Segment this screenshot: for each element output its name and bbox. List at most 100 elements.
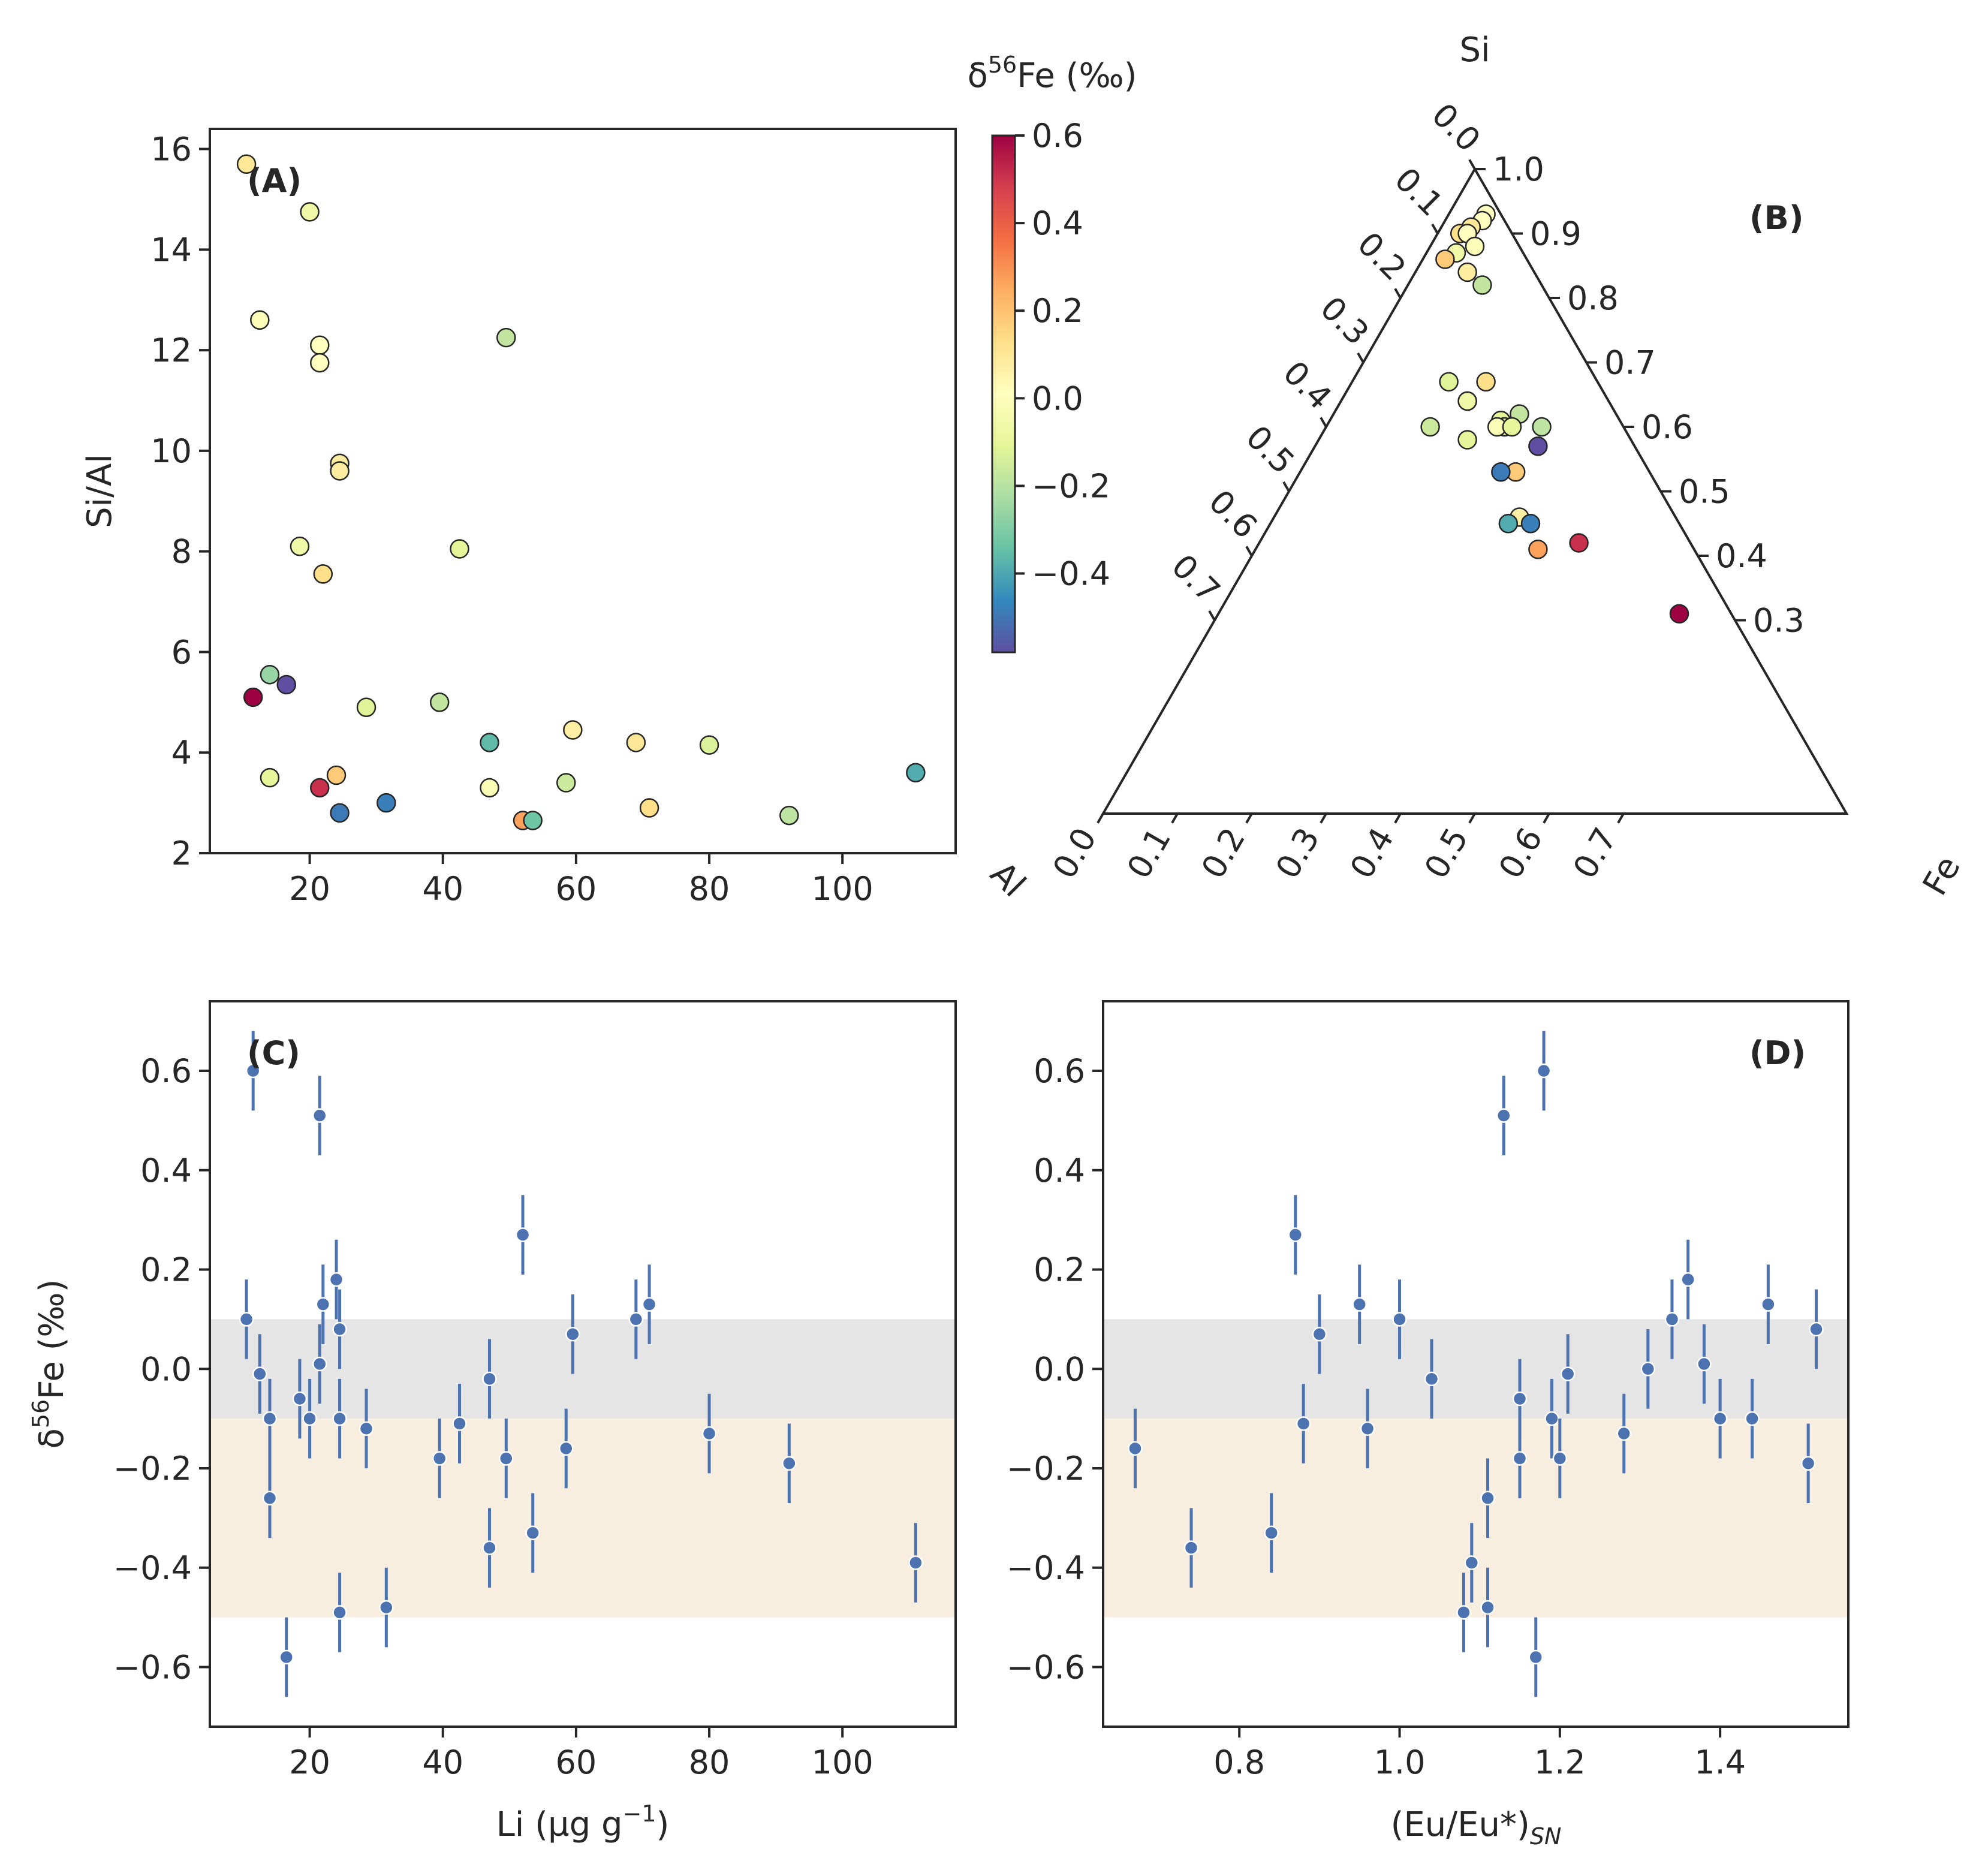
panel-d-y-tick-label: 0.4 xyxy=(1034,1152,1085,1190)
panel-d-x-tick-label: 1.0 xyxy=(1374,1743,1426,1781)
al-tick xyxy=(1394,288,1402,299)
panel-d-point xyxy=(1183,1540,1199,1555)
panel-d-band-1 xyxy=(1103,1419,1848,1618)
panel-c-point xyxy=(359,1421,374,1436)
panel-a-points xyxy=(236,154,926,830)
panel-c-x-axis-label: Li (µg g−1) xyxy=(496,1800,670,1844)
panel-c-point xyxy=(641,1297,657,1312)
vertex-label-si: Si xyxy=(1459,31,1490,70)
al-tick-label: 0.3 xyxy=(1313,289,1376,352)
panel-b-point xyxy=(1457,262,1477,282)
panel-d-point xyxy=(1809,1321,1824,1337)
panel-d-point xyxy=(1616,1426,1632,1441)
panel-a-point xyxy=(330,803,350,823)
fe-tick xyxy=(1617,813,1625,824)
panel-d-point xyxy=(1745,1411,1760,1426)
al-tick xyxy=(1468,159,1476,170)
si-tick-label: 0.9 xyxy=(1530,215,1582,253)
panel-c-point xyxy=(499,1451,514,1466)
si-tick-label: 0.6 xyxy=(1641,408,1693,446)
al-tick-label: 0.4 xyxy=(1276,354,1339,417)
panel-c-point xyxy=(452,1416,467,1431)
panel-d-point xyxy=(1544,1411,1559,1426)
panel-b: 0.0 0.1 0.2 0.3 0.4 0.5 0.6 0.71.00.90.80.70.60… xyxy=(983,31,1968,905)
colorbar-tick-label: −0.2 xyxy=(1032,467,1110,505)
panel-c-point xyxy=(332,1321,347,1337)
vertex-label-fe: Fe xyxy=(1915,850,1968,902)
panel-a-point xyxy=(310,778,330,798)
panel-c-y-tick-label: −0.6 xyxy=(113,1649,192,1687)
panel-c: 20 40 60 80 100−0.6−0.4−0.20.00.20.40.6 (C) … xyxy=(28,1000,957,1844)
al-tick xyxy=(1282,481,1290,492)
panel-c-point xyxy=(262,1490,278,1506)
panel-d-x-tick-label: 0.8 xyxy=(1213,1743,1265,1781)
panel-a-point xyxy=(450,539,469,559)
panel-b-point xyxy=(1465,236,1485,257)
panel-d-band-0 xyxy=(1103,1319,1848,1419)
panel-c-point xyxy=(558,1441,574,1456)
panel-c-point xyxy=(312,1108,327,1123)
al-tick-label: 0.5 xyxy=(1239,418,1302,481)
panel-d-point xyxy=(1288,1227,1303,1242)
colorbar-tick-label: 0.0 xyxy=(1032,380,1083,417)
panel-b-points xyxy=(1420,204,1689,624)
panel-a-point xyxy=(236,154,257,174)
panel-b-point xyxy=(1476,372,1496,392)
panel-c-y-tick-label: 0.2 xyxy=(140,1251,192,1289)
panel-a-point xyxy=(639,798,659,818)
panel-c-y-axis-label-prefix: δ xyxy=(32,1428,71,1449)
panel-c-point xyxy=(525,1525,540,1541)
panel-a-frame xyxy=(209,128,957,854)
panel-a-point xyxy=(276,674,296,695)
panel-a-point xyxy=(779,805,799,826)
colorbar-title: δ56Fe (‰) xyxy=(968,52,1137,95)
panel-a-label: (A) xyxy=(247,162,302,200)
panel-c-x-tick-label: 40 xyxy=(422,1743,463,1781)
panel-d-label: (D) xyxy=(1749,1034,1806,1072)
panel-a-point xyxy=(310,353,330,373)
panel-d: 0.8 1.0 1.2 1.4 −0.6 −0.4 −0.2 0.0 0.2 0.4 0.6 (D)… xyxy=(1007,1000,1850,1850)
panel-d-point xyxy=(1552,1451,1568,1466)
panel-c-point xyxy=(329,1272,344,1287)
colorbar-tick-label: 0.6 xyxy=(1032,117,1083,155)
panel-d-point xyxy=(1480,1600,1495,1615)
panel-a-point xyxy=(523,811,543,830)
al-tick xyxy=(1357,352,1365,363)
panel-c-point xyxy=(252,1366,267,1381)
panel-c-x-axis-label-main: Li (µg g xyxy=(496,1805,623,1844)
panel-a-x-tick-label: 40 xyxy=(422,870,463,908)
panel-b-point xyxy=(1457,430,1477,450)
panel-a-point xyxy=(300,202,320,222)
panel-a-point xyxy=(480,778,499,798)
panel-c-point xyxy=(292,1391,308,1407)
panel-c-label: (C) xyxy=(247,1034,300,1072)
panel-b-point xyxy=(1569,533,1589,553)
panel-a-point xyxy=(250,310,270,330)
colorbar-gradient xyxy=(991,134,1016,654)
al-tick-label: 0.6 xyxy=(1201,483,1264,546)
panel-c-points xyxy=(210,1031,956,1697)
panel-a-ticks: 20 40 60 80 100 2 4 6 8 10 12 14 16 xyxy=(150,131,873,908)
panel-a-point xyxy=(326,765,347,785)
panel-c-y-axis-label: δ56Fe (‰) xyxy=(28,1279,71,1449)
fe-tick xyxy=(1320,813,1327,824)
panel-a-point xyxy=(496,327,516,348)
panel-a-y-tick-label: 16 xyxy=(150,131,192,168)
si-tick-label: 0.5 xyxy=(1679,473,1730,511)
al-tick xyxy=(1245,546,1253,556)
panel-a-point xyxy=(699,735,719,755)
panel-c-point xyxy=(332,1605,347,1620)
panel-c-x-tick-label: 20 xyxy=(289,1743,330,1781)
panel-c-point xyxy=(239,1312,254,1327)
panel-c-y-tick-label: −0.4 xyxy=(113,1549,192,1587)
panel-b-ticks: 0.0 0.1 0.2 0.3 0.4 0.5 0.6 0.71.00.90.80.70.60… xyxy=(1046,96,1805,885)
panel-d-point xyxy=(1536,1063,1552,1079)
panel-c-point xyxy=(482,1371,497,1387)
panel-c-point xyxy=(379,1600,394,1615)
panel-c-point xyxy=(701,1426,717,1441)
fe-tick-label: 0.6 xyxy=(1492,821,1550,885)
panel-d-x-axis-label-main: (Eu/Eu*) xyxy=(1391,1805,1530,1844)
panel-a-point xyxy=(313,564,333,584)
panel-d-point xyxy=(1640,1362,1656,1377)
fe-tick-label: 0.1 xyxy=(1120,821,1179,885)
